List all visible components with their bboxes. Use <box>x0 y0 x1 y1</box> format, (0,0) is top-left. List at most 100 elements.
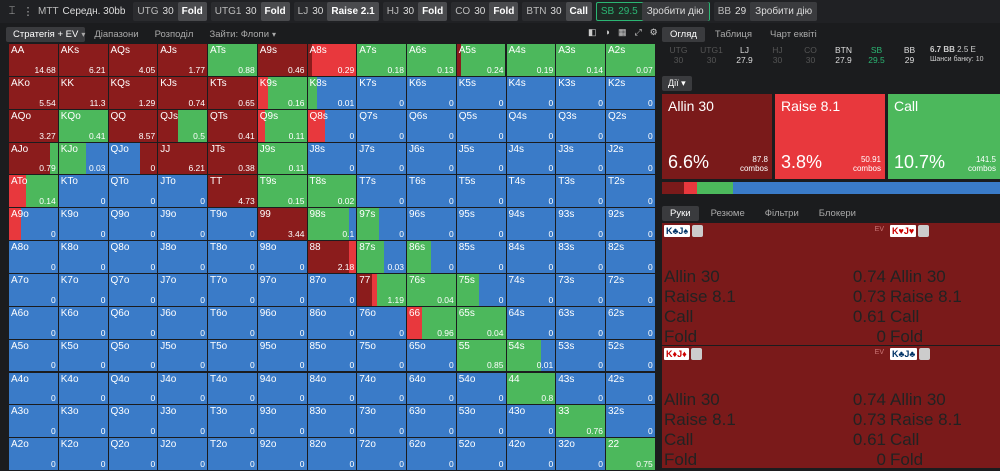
make-action-button[interactable]: Зробити дію <box>750 2 818 21</box>
hand-cell[interactable]: 93o 0 <box>257 405 308 439</box>
hand-cell[interactable]: J9o 0 <box>158 208 208 242</box>
hand-cell[interactable]: 65o 0 <box>407 339 457 373</box>
position-utg1[interactable]: UTG1 30 Fold <box>210 2 290 21</box>
hand-cell[interactable]: 83o 0 <box>307 405 358 439</box>
hand-cell[interactable]: 73s 0 <box>556 273 606 307</box>
hand-cell[interactable]: 74o 0 <box>357 372 407 406</box>
hand-cell[interactable]: A3o 0 <box>9 405 59 439</box>
hand-cell[interactable]: Q8s 0 <box>307 109 358 143</box>
hand-cell[interactable]: A9o 0 <box>9 208 59 242</box>
hand-cell[interactable]: 72o 0 <box>357 438 407 471</box>
hand-cell[interactable]: 54o 0 <box>456 372 507 406</box>
hand-cell[interactable]: J2o 0 <box>158 438 208 471</box>
bottom-tab-0[interactable]: Руки <box>662 205 699 221</box>
hand-cell[interactable]: 42o 0 <box>506 438 557 471</box>
hand-cell[interactable]: Q5s 0 <box>456 109 507 143</box>
hand-cell[interactable]: A6s 0.13 <box>407 44 457 77</box>
hand-cell[interactable]: T6o 0 <box>208 306 258 340</box>
hand-cell[interactable]: AKs 6.21 <box>58 44 109 77</box>
right-tab-2[interactable]: Чарт еквіті <box>770 28 817 40</box>
bottom-tab-3[interactable]: Блокери <box>818 207 856 219</box>
hand-cell[interactable]: J4o 0 <box>158 372 208 406</box>
hand-cell[interactable]: J6o 0 <box>158 306 208 340</box>
hand-cell[interactable]: A9s 0.46 <box>257 44 308 77</box>
hand-cell[interactable]: 62s 0 <box>606 306 656 340</box>
hand-cell[interactable]: Q2o 0 <box>108 438 159 471</box>
hand-cell[interactable]: 99 3.44 <box>257 208 308 242</box>
bottom-tab-1[interactable]: Резюме <box>710 207 745 219</box>
hand-cell[interactable]: 96o 0 <box>257 306 308 340</box>
hand-cell[interactable]: 87o 0 <box>307 273 358 307</box>
hand-cell[interactable]: 64s 0 <box>506 306 557 340</box>
actions-dropdown[interactable]: Дії ▾ <box>662 76 692 91</box>
hand-cell[interactable]: 95o 0 <box>257 339 308 373</box>
hand-cell[interactable]: 88 2.18 <box>307 241 358 274</box>
right-tab-0[interactable]: Огляд <box>662 26 705 42</box>
hand-cell[interactable]: Q9o 0 <box>108 208 159 242</box>
hand-cell[interactable]: 85s 0 <box>456 241 507 274</box>
hand-cell[interactable]: 98o 0 <box>257 241 308 274</box>
hand-cell[interactable]: T5s 0 <box>456 175 507 209</box>
hand-cell[interactable]: J4s 0 <box>506 142 557 176</box>
hand-cell[interactable]: 84o 0 <box>307 372 358 406</box>
hand-cell[interactable]: KTs 0.65 <box>208 76 258 110</box>
hand-cell[interactable]: JJ 6.21 <box>158 142 208 176</box>
action-box-1[interactable]: Raise 8.1 3.8% 50.91 combos <box>775 94 885 179</box>
hand-cell[interactable]: T3s 0 <box>556 175 606 209</box>
hand-cell[interactable]: QTs 0.41 <box>208 109 258 143</box>
hand-cell[interactable]: 83s 0 <box>556 241 606 274</box>
hand-cell[interactable]: 52s 0 <box>606 339 656 373</box>
hand-cell[interactable]: 66 0.96 <box>407 306 457 340</box>
hand-cell[interactable]: 77 1.19 <box>357 273 407 307</box>
hand-cell[interactable]: T9s 0.15 <box>257 175 308 209</box>
hand-cell[interactable]: T7o 0 <box>208 273 258 307</box>
hand-cell[interactable]: A3s 0.14 <box>556 44 606 77</box>
hand-cell[interactable]: 93s 0 <box>556 208 606 242</box>
hand-cell[interactable]: K9s 0.16 <box>257 76 308 110</box>
hand-cell[interactable]: J9s 0.11 <box>257 142 308 176</box>
hand-cell[interactable]: T3o 0 <box>208 405 258 439</box>
hand-cell[interactable]: A5o 0 <box>9 339 59 373</box>
hand-cell[interactable]: A2o 0 <box>9 438 59 471</box>
hand-cell[interactable]: K4o 0 <box>58 372 109 406</box>
hand-cell[interactable]: 53o 0 <box>456 405 507 439</box>
hand-cell[interactable]: 63o 0 <box>407 405 457 439</box>
hand-cell[interactable]: K9o 0 <box>58 208 109 242</box>
tab-2[interactable]: Розподіл <box>154 28 194 40</box>
hand-cell[interactable]: 75o 0 <box>357 339 407 373</box>
hand-cell[interactable]: 98s 0.1 <box>307 208 358 242</box>
hand-cell[interactable]: T7s 0 <box>357 175 407 209</box>
hand-cell[interactable]: 32o 0 <box>556 438 606 471</box>
hand-cell[interactable]: K3s 0 <box>556 76 606 110</box>
hand-cell[interactable]: J3o 0 <box>158 405 208 439</box>
hand-cell[interactable]: 76s 0.04 <box>407 273 457 307</box>
hand-cell[interactable]: TT 4.73 <box>208 175 258 209</box>
hand-cell[interactable]: K3o 0 <box>58 405 109 439</box>
hand-cell[interactable]: T2o 0 <box>208 438 258 471</box>
hand-cell[interactable]: T6s 0 <box>407 175 457 209</box>
hand-cell[interactable]: A6o 0 <box>9 306 59 340</box>
hand-cell[interactable]: 53s 0 <box>556 339 606 373</box>
action-box-2[interactable]: Call 10.7% 141.5 combos <box>888 94 1000 179</box>
hand-cell[interactable]: Q3o 0 <box>108 405 159 439</box>
hand-cell[interactable]: Q5o 0 <box>108 339 159 373</box>
hand-cell[interactable]: J7o 0 <box>158 273 208 307</box>
position-action[interactable]: Fold <box>177 2 207 21</box>
hand-cell[interactable]: K2o 0 <box>58 438 109 471</box>
tab-1[interactable]: Діапазони <box>94 28 139 40</box>
hand-cell[interactable]: KK 11.3 <box>58 76 109 110</box>
hand-cell[interactable]: A4o 0 <box>9 372 59 406</box>
hand-cell[interactable]: ATs 0.88 <box>208 44 258 77</box>
hand-cell[interactable]: Q6s 0 <box>407 109 457 143</box>
hand-cell[interactable]: 84s 0 <box>506 241 557 274</box>
hand-cell[interactable]: 85o 0 <box>307 339 358 373</box>
hand-cell[interactable]: K6s 0 <box>407 76 457 110</box>
position-action[interactable]: Fold <box>489 2 519 21</box>
tab-0[interactable]: Стратегія + EV <box>6 26 86 42</box>
position-hj[interactable]: HJ 30 Fold <box>382 2 448 21</box>
hand-cell[interactable]: 82o 0 <box>307 438 358 471</box>
hand-cell[interactable]: 76o 0 <box>357 306 407 340</box>
hand-cell[interactable]: Q8o 0 <box>108 241 159 274</box>
hand-cell[interactable]: 86s 0 <box>407 241 457 274</box>
